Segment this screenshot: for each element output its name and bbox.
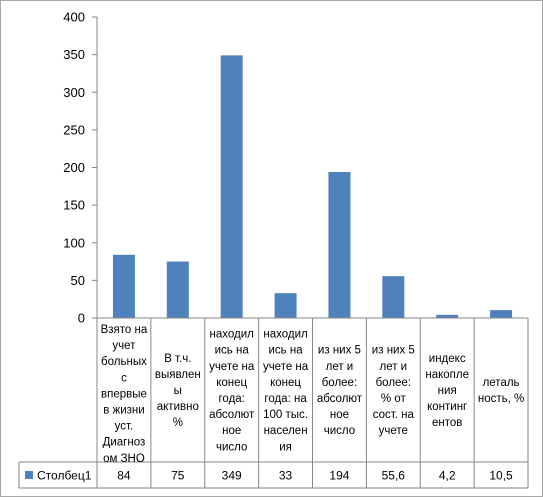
bar bbox=[166, 261, 189, 318]
category-label: В т.ч. выявлен ы активно% bbox=[155, 353, 201, 429]
y-tick-label: 400 bbox=[63, 10, 85, 25]
data-value-label: 75 bbox=[171, 469, 185, 483]
legend-swatch bbox=[25, 471, 33, 479]
category-label: находил ись на учете на конец года: абсолют но… bbox=[209, 329, 255, 454]
y-tick-label: 250 bbox=[63, 122, 85, 137]
bar bbox=[274, 293, 297, 318]
category-label: индекс накопле ния континг ентов bbox=[425, 353, 469, 429]
y-tick-label: 100 bbox=[63, 235, 85, 250]
bar bbox=[382, 276, 405, 318]
data-value-label: 349 bbox=[222, 469, 242, 483]
data-value-label: 4,2 bbox=[439, 469, 456, 483]
data-value-label: 194 bbox=[329, 469, 349, 483]
bar bbox=[436, 314, 459, 318]
y-tick-label: 150 bbox=[63, 198, 85, 213]
data-value-label: 55,6 bbox=[382, 469, 406, 483]
y-tick-label: 0 bbox=[78, 311, 85, 326]
y-tick-label: 300 bbox=[63, 85, 85, 100]
category-label: Взято на учет больных с впервые в жизни уст. Ди… bbox=[101, 324, 148, 465]
data-value-label: 33 bbox=[279, 469, 293, 483]
y-tick-label: 200 bbox=[63, 160, 85, 175]
category-label: из них 5 лет и более:% от сост. на учете bbox=[372, 345, 415, 438]
y-tick-label: 350 bbox=[63, 47, 85, 62]
category-label: леталь ность, % bbox=[478, 377, 524, 405]
category-label: находил ись на учете на конец года: на 100 ты… bbox=[263, 329, 309, 454]
category-label: из них 5 лет и более: абсолют ное число bbox=[317, 345, 363, 438]
y-tick-label: 50 bbox=[71, 273, 85, 288]
data-value-label: 84 bbox=[117, 469, 131, 483]
legend-series-name: Столбец1 bbox=[37, 469, 92, 483]
bar bbox=[220, 55, 243, 318]
data-value-label: 10,5 bbox=[489, 469, 513, 483]
bar bbox=[490, 310, 513, 318]
bar bbox=[328, 172, 351, 318]
bar bbox=[112, 254, 135, 318]
